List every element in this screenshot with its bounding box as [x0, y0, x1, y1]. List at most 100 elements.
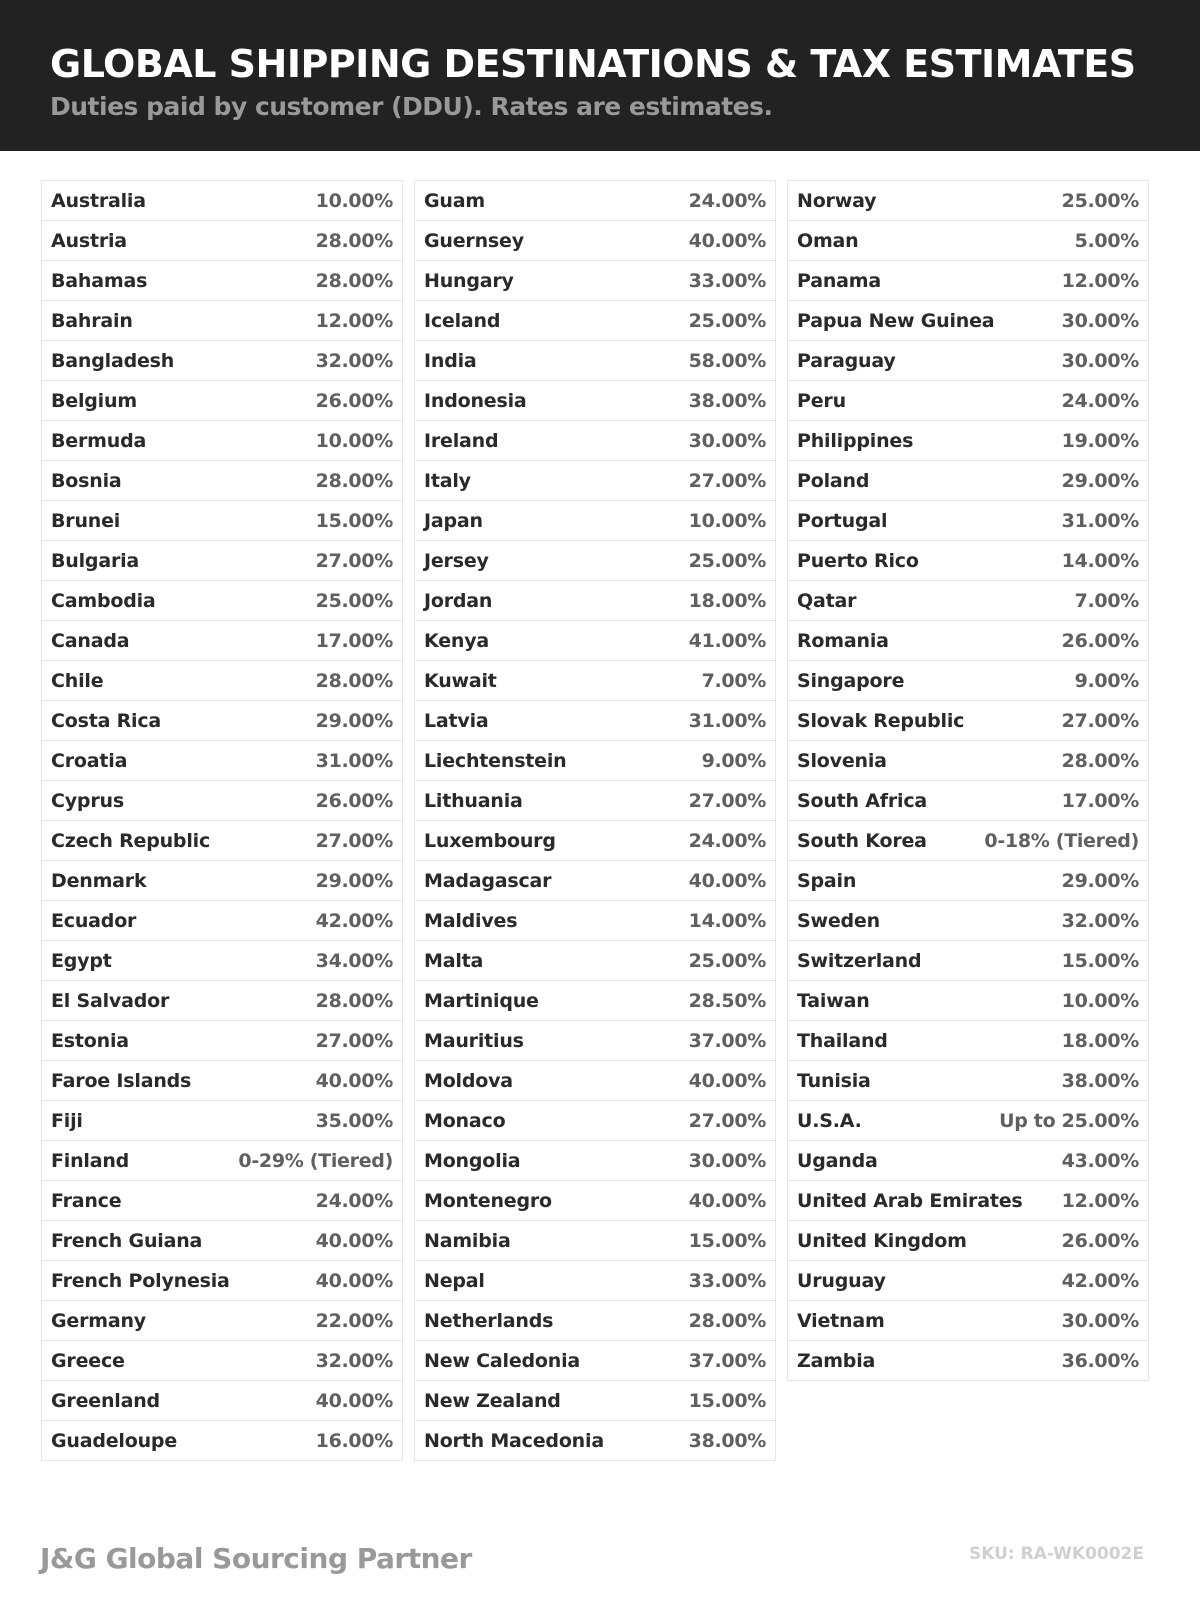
country-name: Puerto Rico — [797, 549, 919, 572]
country-name: South Africa — [797, 789, 928, 812]
country-name: Liechtenstein — [424, 749, 567, 772]
tax-rate: 25.00% — [688, 549, 767, 572]
country-name: South Korea — [797, 829, 927, 852]
tax-rate: 27.00% — [315, 1029, 394, 1052]
tax-rate: 0-29% (Tiered) — [238, 1149, 393, 1172]
table-row: Kenya 41.00% — [415, 621, 775, 661]
country-name: Kuwait — [424, 669, 497, 692]
table-row: Zambia 36.00% — [788, 1341, 1148, 1381]
tax-rate: 29.00% — [315, 869, 394, 892]
table-row: Mauritius 37.00% — [415, 1021, 775, 1061]
table-row: Singapore 9.00% — [788, 661, 1148, 701]
country-name: North Macedonia — [424, 1429, 604, 1452]
tax-rate: 24.00% — [315, 1189, 394, 1212]
country-name: Canada — [51, 629, 130, 652]
country-name: Ecuador — [51, 909, 137, 932]
country-name: Costa Rica — [51, 709, 162, 732]
country-name: Namibia — [424, 1229, 511, 1252]
table-row: Guadeloupe 16.00% — [42, 1421, 402, 1461]
country-name: Finland — [51, 1149, 130, 1172]
table-row: Romania 26.00% — [788, 621, 1148, 661]
country-name: U.S.A. — [797, 1109, 862, 1132]
table-row: United Kingdom 26.00% — [788, 1221, 1148, 1261]
country-name: Nepal — [424, 1269, 485, 1292]
tax-rate: 40.00% — [315, 1269, 394, 1292]
page-title: GLOBAL SHIPPING DESTINATIONS & TAX ESTIM… — [50, 42, 1136, 86]
table-row: Philippines 19.00% — [788, 421, 1148, 461]
table-row: Slovak Republic 27.00% — [788, 701, 1148, 741]
table-row: Mongolia 30.00% — [415, 1141, 775, 1181]
country-name: Denmark — [51, 869, 147, 892]
table-row: Panama 12.00% — [788, 261, 1148, 301]
tax-rate: 40.00% — [688, 229, 767, 252]
table-row: Luxembourg 24.00% — [415, 821, 775, 861]
table-row: Moldova 40.00% — [415, 1061, 775, 1101]
tax-rate: 12.00% — [1061, 269, 1140, 292]
country-name: Slovak Republic — [797, 709, 965, 732]
table-row: Puerto Rico 14.00% — [788, 541, 1148, 581]
tax-rate: 14.00% — [1061, 549, 1140, 572]
table-row: Chile 28.00% — [42, 661, 402, 701]
tax-rate: 27.00% — [315, 549, 394, 572]
country-name: Jordan — [424, 589, 493, 612]
country-name: Monaco — [424, 1109, 506, 1132]
country-name: Bosnia — [51, 469, 122, 492]
tax-rate: 10.00% — [315, 189, 394, 212]
tax-rate: 32.00% — [1061, 909, 1140, 932]
country-name: Bahrain — [51, 309, 133, 332]
tax-rate: 28.00% — [315, 269, 394, 292]
tax-rate: 26.00% — [1061, 629, 1140, 652]
table-row: Germany 22.00% — [42, 1301, 402, 1341]
table-row: Czech Republic 27.00% — [42, 821, 402, 861]
country-name: Egypt — [51, 949, 112, 972]
table-row: Costa Rica 29.00% — [42, 701, 402, 741]
tax-rate: 38.00% — [1061, 1069, 1140, 1092]
tax-rate: 29.00% — [1061, 869, 1140, 892]
tax-rate: 15.00% — [1061, 949, 1140, 972]
tax-rate: 40.00% — [315, 1389, 394, 1412]
tax-rate: 28.00% — [315, 989, 394, 1012]
table-row: Guam 24.00% — [415, 181, 775, 221]
tax-rate: 27.00% — [688, 1109, 767, 1132]
tax-rate: 15.00% — [688, 1229, 767, 1252]
tax-rate: 40.00% — [315, 1229, 394, 1252]
tax-rate: 40.00% — [315, 1069, 394, 1092]
tax-rate: 25.00% — [688, 309, 767, 332]
country-name: New Caledonia — [424, 1349, 581, 1372]
country-name: Switzerland — [797, 949, 922, 972]
tax-rate: 26.00% — [1061, 1229, 1140, 1252]
tax-rate: 28.00% — [315, 669, 394, 692]
country-name: Czech Republic — [51, 829, 211, 852]
country-name: Romania — [797, 629, 889, 652]
country-name: Bulgaria — [51, 549, 140, 572]
tax-rate: 15.00% — [688, 1389, 767, 1412]
country-name: France — [51, 1189, 122, 1212]
tax-rate: 31.00% — [688, 709, 767, 732]
table-row: Uruguay 42.00% — [788, 1261, 1148, 1301]
table-row: French Guiana 40.00% — [42, 1221, 402, 1261]
table-row: Jersey 25.00% — [415, 541, 775, 581]
country-name: Panama — [797, 269, 882, 292]
tax-rate: 5.00% — [1074, 229, 1140, 252]
table-row: Denmark 29.00% — [42, 861, 402, 901]
tax-rate: 10.00% — [1061, 989, 1140, 1012]
tax-rate: 42.00% — [315, 909, 394, 932]
tax-rate: 17.00% — [1061, 789, 1140, 812]
country-name: Mauritius — [424, 1029, 524, 1052]
tax-rate: 41.00% — [688, 629, 767, 652]
country-name: Montenegro — [424, 1189, 552, 1212]
country-name: Bahamas — [51, 269, 148, 292]
country-name: Austria — [51, 229, 127, 252]
country-name: Qatar — [797, 589, 857, 612]
tax-rate: 12.00% — [1061, 1189, 1140, 1212]
country-name: Singapore — [797, 669, 905, 692]
table-row: Austria 28.00% — [42, 221, 402, 261]
country-name: Sweden — [797, 909, 880, 932]
tax-rate: 7.00% — [701, 669, 767, 692]
tax-rate: 58.00% — [688, 349, 767, 372]
country-name: Luxembourg — [424, 829, 556, 852]
table-row: Ecuador 42.00% — [42, 901, 402, 941]
country-name: Japan — [424, 509, 483, 532]
country-table-column-1: Australia 10.00% Austria 28.00% Bahamas 28.00… — [41, 180, 403, 1461]
table-row: Hungary 33.00% — [415, 261, 775, 301]
